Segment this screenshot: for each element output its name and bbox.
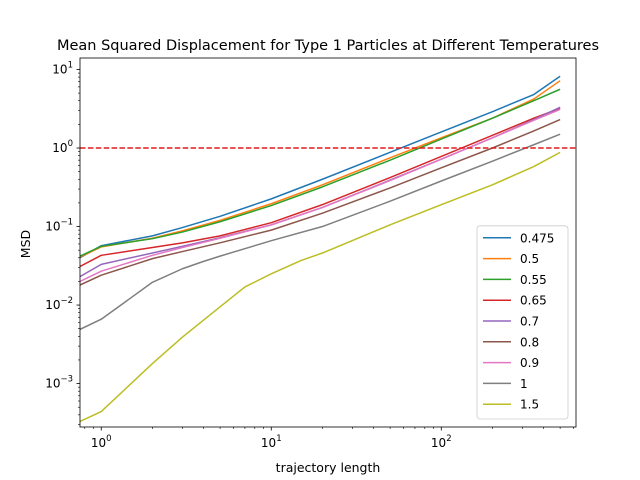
legend-label-3: 0.65 — [520, 294, 547, 308]
legend-label-4: 0.7 — [520, 315, 539, 329]
series-line-8 — [80, 151, 561, 423]
x-axis-label: trajectory length — [276, 460, 381, 475]
y-tick-label: 100 — [52, 139, 73, 155]
y-tick-label: 10−3 — [45, 375, 73, 391]
x-tick-label: 102 — [431, 434, 452, 450]
legend: 0.475 0.5 0.55 0.65 0.7 0.8 0.9 1 1.5 — [476, 225, 569, 420]
legend-label-1: 0.5 — [520, 252, 539, 266]
plot-frame — [79, 57, 577, 428]
x-tick-label: 100 — [91, 434, 112, 450]
legend-label-8: 1.5 — [520, 398, 539, 412]
series-line-5 — [80, 118, 561, 286]
plot-area — [80, 75, 576, 423]
x-tick-label: 101 — [261, 434, 282, 450]
series-line-7 — [80, 133, 561, 331]
series-line-3 — [80, 107, 561, 268]
legend-label-2: 0.55 — [520, 273, 547, 287]
legend-label-5: 0.8 — [520, 335, 539, 349]
chart-title: Mean Squared Displacement for Type 1 Par… — [57, 38, 599, 54]
legend-label-0: 0.475 — [520, 231, 554, 245]
series-group — [80, 75, 576, 423]
series-line-6 — [80, 108, 561, 283]
legend-box — [476, 225, 569, 420]
series-line-2 — [80, 88, 561, 257]
axes: 100 101 102 10−3 10−2 10−1 100 101 — [45, 57, 577, 450]
y-axis-label: MSD — [18, 230, 33, 258]
y-tick-label: 10−1 — [45, 218, 73, 234]
legend-label-6: 0.9 — [520, 356, 539, 370]
series-line-0 — [80, 75, 561, 259]
legend-label-7: 1 — [520, 377, 528, 391]
y-tick-label: 10−2 — [45, 296, 73, 312]
y-tick-label: 101 — [52, 60, 73, 76]
